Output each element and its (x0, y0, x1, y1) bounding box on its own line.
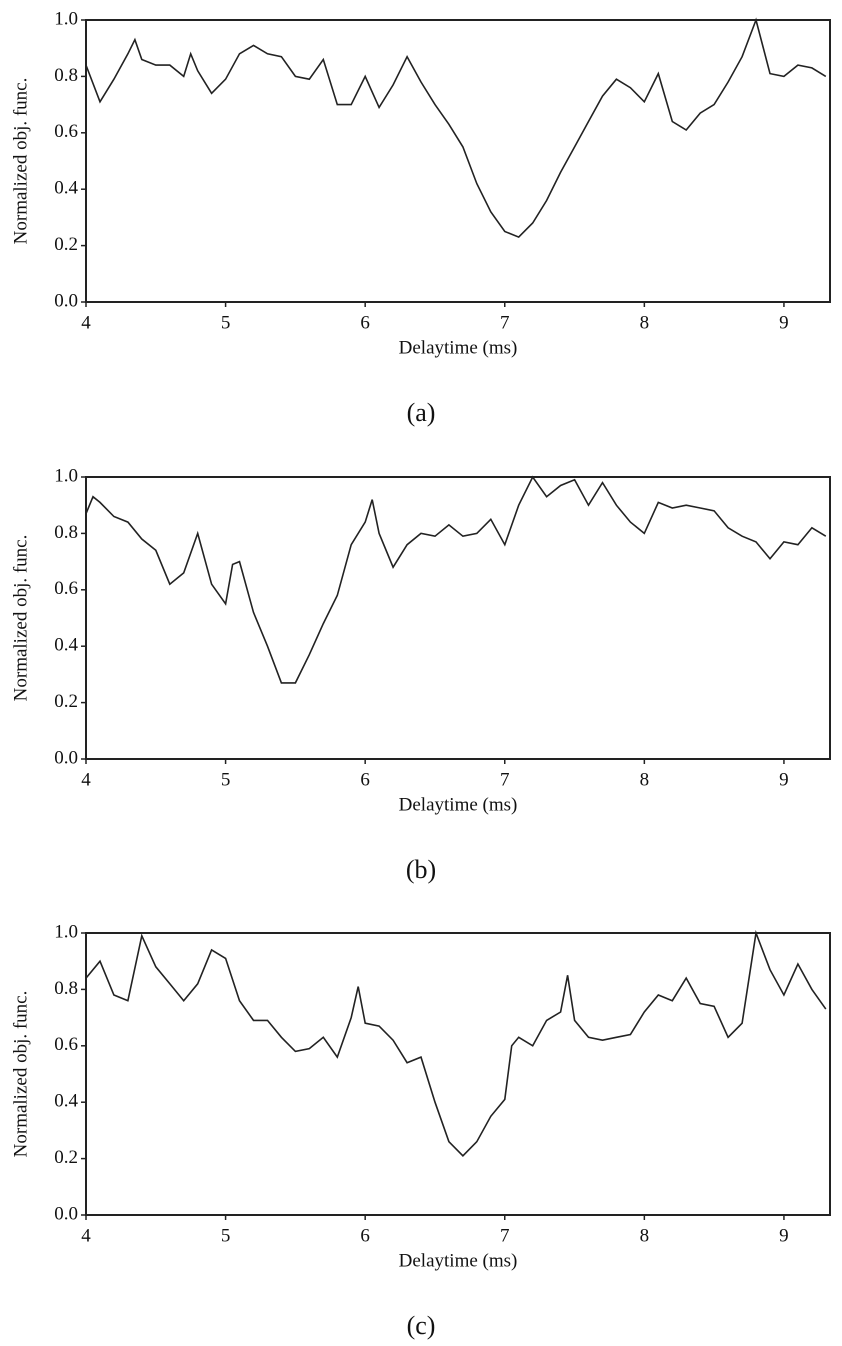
y-tick-label: 0.0 (54, 1203, 78, 1224)
x-tick-label: 6 (360, 769, 370, 790)
y-axis-label: Normalized obj. func. (10, 535, 31, 702)
y-tick-label: 0.0 (54, 290, 78, 311)
x-tick-label: 7 (500, 769, 510, 790)
y-axis-label: Normalized obj. func. (10, 991, 31, 1158)
x-tick-label: 5 (221, 312, 231, 333)
y-tick-label: 0.8 (54, 65, 78, 86)
plot-frame (85, 19, 831, 303)
x-tick-label: 4 (81, 769, 91, 790)
x-axis-label: Delaytime (ms) (399, 794, 518, 815)
x-tick-label: 6 (360, 1225, 370, 1246)
x-tick-label: 6 (360, 312, 370, 333)
y-tick-label: 1.0 (54, 8, 78, 29)
caption: (a) (407, 398, 436, 427)
y-tick-label: 1.0 (54, 465, 78, 486)
y-tick-label: 0.4 (54, 635, 78, 656)
x-tick-label: 8 (640, 312, 650, 333)
data-line (85, 929, 827, 1157)
x-tick-label: 8 (640, 769, 650, 790)
y-tick-label: 0.0 (54, 747, 78, 768)
caption: (c) (407, 1311, 436, 1340)
x-axis-label: Delaytime (ms) (399, 1250, 518, 1271)
y-tick-label: 0.2 (54, 691, 78, 712)
y-axis-label: Normalized obj. func. (10, 78, 31, 245)
plot-frame (85, 932, 831, 1216)
y-tick-label: 0.2 (54, 1147, 78, 1168)
y-tick-label: 0.4 (54, 1091, 78, 1112)
plot-frame (85, 476, 831, 760)
x-tick-label: 7 (500, 312, 510, 333)
y-tick-label: 0.6 (54, 121, 78, 142)
x-tick-label: 7 (500, 1225, 510, 1246)
y-tick-label: 0.6 (54, 578, 78, 599)
y-tick-label: 0.8 (54, 978, 78, 999)
data-line (85, 475, 827, 684)
y-tick-label: 1.0 (54, 921, 78, 942)
x-axis-label: Delaytime (ms) (399, 337, 518, 358)
x-tick-label: 9 (779, 312, 789, 333)
x-tick-label: 8 (640, 1225, 650, 1246)
x-tick-label: 5 (221, 769, 231, 790)
y-tick-label: 0.4 (54, 178, 78, 199)
x-tick-label: 5 (221, 1225, 231, 1246)
caption: (b) (406, 855, 436, 884)
x-tick-label: 9 (779, 769, 789, 790)
y-tick-label: 0.8 (54, 522, 78, 543)
y-tick-label: 0.2 (54, 234, 78, 255)
x-tick-label: 4 (81, 1225, 91, 1246)
data-line (85, 17, 827, 239)
y-tick-label: 0.6 (54, 1034, 78, 1055)
x-tick-label: 4 (81, 312, 91, 333)
x-tick-label: 9 (779, 1225, 789, 1246)
